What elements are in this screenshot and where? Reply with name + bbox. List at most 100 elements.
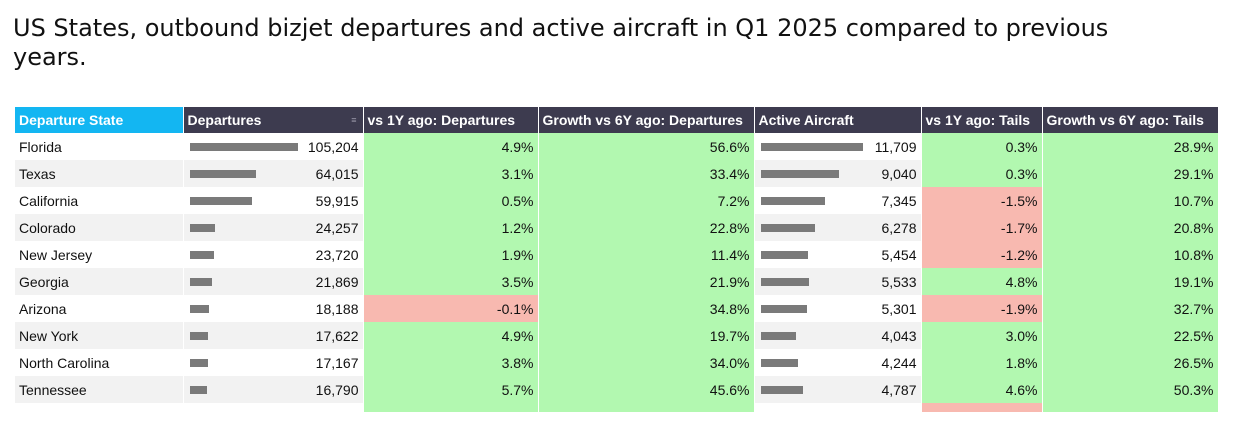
cell-departures: 18,188 xyxy=(183,295,364,322)
cell-tails-1y: -1.9% xyxy=(921,295,1043,322)
cell-active-aircraft: 11,709 xyxy=(754,133,922,160)
cell-departures-value: 17,622 xyxy=(315,327,359,344)
cell-active-aircraft-bar xyxy=(760,251,808,259)
cell-active-aircraft: 4,043 xyxy=(754,322,922,349)
cell-departures: 64,015 xyxy=(183,160,364,187)
partial-cell xyxy=(538,403,755,412)
cell-departures-value: 17,167 xyxy=(315,354,359,371)
header-growth-6y-tails[interactable]: Growth vs 6Y ago: Tails xyxy=(1042,107,1218,133)
cell-state: Florida xyxy=(15,133,184,160)
cell-active-aircraft: 5,454 xyxy=(754,241,922,268)
cell-tails-1y: 4.8% xyxy=(921,268,1043,295)
cell-dep-1y: 3.5% xyxy=(363,268,539,295)
cell-tails-6y: 10.7% xyxy=(1042,187,1218,214)
cell-active-aircraft: 4,244 xyxy=(754,349,922,376)
partial-cell xyxy=(1042,403,1218,412)
header-growth-6y-departures[interactable]: Growth vs 6Y ago: Departures xyxy=(538,107,755,133)
partial-cell xyxy=(363,403,539,412)
cell-departures-value: 16,790 xyxy=(315,381,359,398)
cell-tails-1y: 0.3% xyxy=(921,133,1043,160)
table-row[interactable]: Florida 105,204 4.9% 56.6% 11,709 0.3% 28.9% xyxy=(15,133,1218,160)
cell-departures: 16,790 xyxy=(183,376,364,403)
table-row[interactable]: California 59,915 0.5% 7.2% 7,345 -1.5% 10.7% xyxy=(15,187,1218,214)
partial-cell xyxy=(15,403,184,412)
table-row[interactable]: North Carolina 17,167 3.8% 34.0% 4,244 1.8% 26… xyxy=(15,349,1218,376)
table-row[interactable]: New York 17,622 4.9% 19.7% 4,043 3.0% 22.5% xyxy=(15,322,1218,349)
header-vs-1y-departures[interactable]: vs 1Y ago: Departures xyxy=(363,107,539,133)
cell-active-aircraft-bar xyxy=(760,305,807,313)
cell-active-aircraft-bar xyxy=(760,143,863,151)
cell-state: Georgia xyxy=(15,268,184,295)
header-active-aircraft[interactable]: Active Aircraft xyxy=(754,107,922,133)
cell-dep-1y: 1.2% xyxy=(363,214,539,241)
data-table: Departure State Departures ≡ vs 1Y ago: D… xyxy=(15,107,1218,412)
cell-state: Tennessee xyxy=(15,376,184,403)
partial-cell xyxy=(754,403,922,412)
cell-tails-6y: 22.5% xyxy=(1042,322,1218,349)
partial-cell xyxy=(183,403,364,412)
cell-tails-1y: -1.7% xyxy=(921,214,1043,241)
partial-cell xyxy=(921,403,1043,412)
table-row[interactable]: Arizona 18,188 -0.1% 34.8% 5,301 -1.9% 32.7% xyxy=(15,295,1218,322)
table-row[interactable]: New Jersey 23,720 1.9% 11.4% 5,454 -1.2% 10.8% xyxy=(15,241,1218,268)
cell-departures-bar xyxy=(189,305,209,313)
cell-departures-value: 64,015 xyxy=(315,165,359,182)
cell-departures-value: 23,720 xyxy=(315,246,359,263)
cell-tails-6y: 29.1% xyxy=(1042,160,1218,187)
cell-departures: 24,257 xyxy=(183,214,364,241)
cell-active-aircraft-value: 9,040 xyxy=(881,165,917,182)
cell-departures-bar xyxy=(189,386,207,394)
cell-dep-1y: 3.1% xyxy=(363,160,539,187)
cell-tails-6y: 26.5% xyxy=(1042,349,1218,376)
table-row[interactable]: Tennessee 16,790 5.7% 45.6% 4,787 4.6% 50.3% xyxy=(15,376,1218,403)
cell-departures-value: 18,188 xyxy=(315,300,359,317)
cell-active-aircraft-value: 4,043 xyxy=(881,327,917,344)
cell-tails-1y: 3.0% xyxy=(921,322,1043,349)
table-row[interactable]: Colorado 24,257 1.2% 22.8% 6,278 -1.7% 20.8% xyxy=(15,214,1218,241)
cell-active-aircraft: 7,345 xyxy=(754,187,922,214)
cell-dep-1y: 4.9% xyxy=(363,133,539,160)
cell-dep-6y: 22.8% xyxy=(538,214,755,241)
cell-active-aircraft-bar xyxy=(760,224,815,232)
cell-active-aircraft-value: 5,454 xyxy=(881,246,917,263)
cell-departures: 59,915 xyxy=(183,187,364,214)
cell-active-aircraft-bar xyxy=(760,170,839,178)
cell-dep-6y: 34.0% xyxy=(538,349,755,376)
cell-active-aircraft-value: 4,244 xyxy=(881,354,917,371)
cell-dep-1y: 4.9% xyxy=(363,322,539,349)
cell-state: North Carolina xyxy=(15,349,184,376)
cell-state: Texas xyxy=(15,160,184,187)
cell-active-aircraft-bar xyxy=(760,386,803,394)
cell-dep-6y: 56.6% xyxy=(538,133,755,160)
table-row[interactable]: Texas 64,015 3.1% 33.4% 9,040 0.3% 29.1% xyxy=(15,160,1218,187)
cell-tails-6y: 50.3% xyxy=(1042,376,1218,403)
cell-active-aircraft-bar xyxy=(760,332,796,340)
table-row-partial xyxy=(15,403,1218,412)
cell-state: New Jersey xyxy=(15,241,184,268)
cell-active-aircraft-value: 6,278 xyxy=(881,219,917,236)
cell-tails-1y: 4.6% xyxy=(921,376,1043,403)
cell-departures-bar xyxy=(189,143,298,151)
cell-departures-value: 21,869 xyxy=(315,273,359,290)
cell-departures: 17,622 xyxy=(183,322,364,349)
header-departure-state[interactable]: Departure State xyxy=(15,107,184,133)
header-departures[interactable]: Departures ≡ xyxy=(183,107,364,133)
cell-tails-6y: 28.9% xyxy=(1042,133,1218,160)
cell-tails-1y: -1.5% xyxy=(921,187,1043,214)
cell-tails-6y: 32.7% xyxy=(1042,295,1218,322)
cell-active-aircraft-value: 5,533 xyxy=(881,273,917,290)
cell-dep-6y: 11.4% xyxy=(538,241,755,268)
cell-state: California xyxy=(15,187,184,214)
cell-dep-6y: 21.9% xyxy=(538,268,755,295)
cell-tails-1y: -1.2% xyxy=(921,241,1043,268)
cell-departures: 21,869 xyxy=(183,268,364,295)
cell-active-aircraft-value: 5,301 xyxy=(881,300,917,317)
header-vs-1y-tails[interactable]: vs 1Y ago: Tails xyxy=(921,107,1043,133)
cell-departures-value: 59,915 xyxy=(315,192,359,209)
cell-tails-1y: 0.3% xyxy=(921,160,1043,187)
sort-icon[interactable]: ≡ xyxy=(351,115,357,125)
table-row[interactable]: Georgia 21,869 3.5% 21.9% 5,533 4.8% 19.1% xyxy=(15,268,1218,295)
cell-dep-1y: 3.8% xyxy=(363,349,539,376)
cell-departures-bar xyxy=(189,224,215,232)
cell-state: Colorado xyxy=(15,214,184,241)
